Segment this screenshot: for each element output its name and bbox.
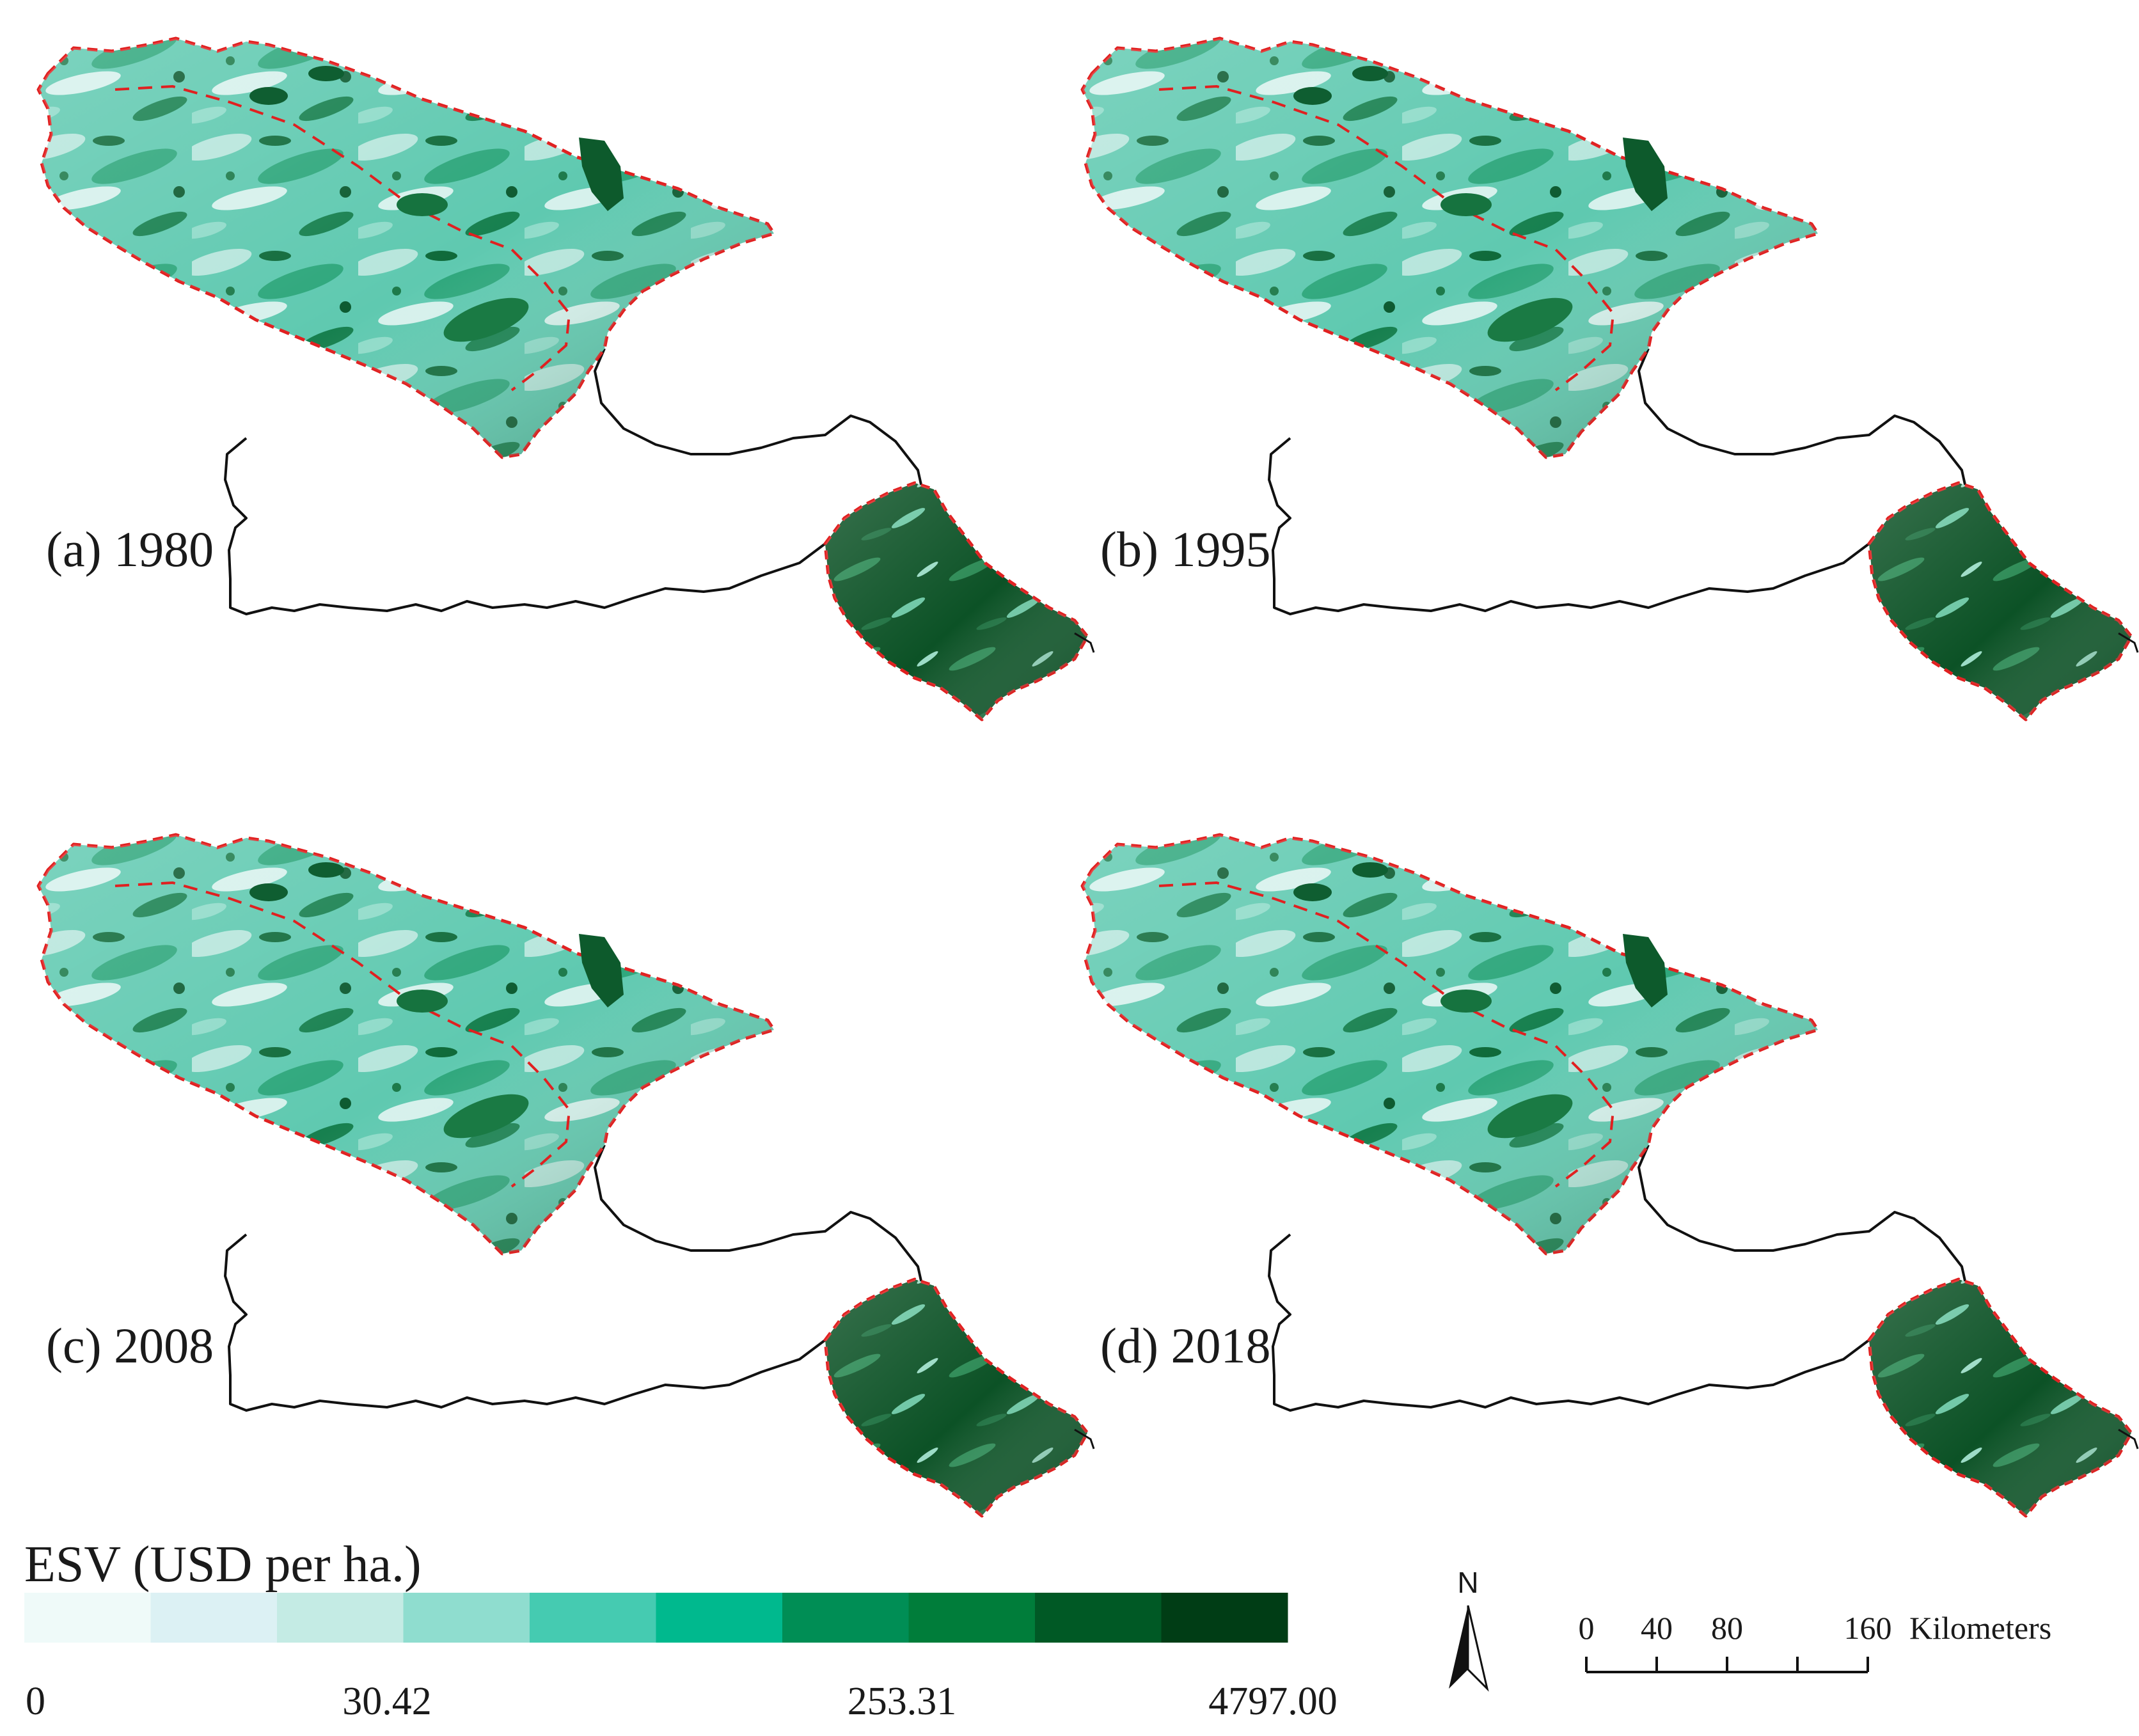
map-4 bbox=[1082, 835, 2138, 1516]
map-panel-1: (a) 1980 bbox=[38, 38, 1094, 720]
legend-swatch-8 bbox=[908, 1593, 1036, 1643]
scale-tick-label: 0 bbox=[1579, 1610, 1595, 1646]
north-arrow-icon: N bbox=[1449, 1566, 1489, 1692]
legend-tick-label: 4797.00 bbox=[1208, 1680, 1338, 1723]
legend: ESV (USD per ha.) 0 30.42 253.31 4797.00 bbox=[24, 1536, 1338, 1723]
panel-label: (c) 2008 bbox=[46, 1318, 214, 1373]
legend-tick-label: 30.42 bbox=[342, 1680, 432, 1723]
scale-unit: Kilometers bbox=[1909, 1610, 2051, 1646]
panel-label: (a) 1980 bbox=[46, 521, 214, 577]
legend-swatch-6 bbox=[656, 1593, 783, 1643]
map-panel-2: (b) 1995 bbox=[1082, 38, 2138, 720]
legend-swatch-2 bbox=[150, 1593, 278, 1643]
legend-swatch-5 bbox=[530, 1593, 656, 1643]
map-panel-3: (c) 2008 bbox=[38, 835, 1094, 1516]
map-3 bbox=[38, 835, 1094, 1516]
scale-tick-label: 160 bbox=[1844, 1610, 1892, 1646]
panel-label: (b) 1995 bbox=[1100, 521, 1270, 577]
legend-title: ESV (USD per ha.) bbox=[24, 1536, 422, 1593]
panel-label: (d) 2018 bbox=[1100, 1318, 1270, 1373]
legend-swatch-1 bbox=[24, 1593, 151, 1643]
scale-tick-label: 80 bbox=[1711, 1610, 1743, 1646]
legend-swatch-4 bbox=[403, 1593, 530, 1643]
legend-tick-labels: 0 30.42 253.31 4797.00 bbox=[26, 1680, 1338, 1723]
north-label: N bbox=[1457, 1566, 1478, 1599]
legend-swatch-9 bbox=[1035, 1593, 1162, 1643]
legend-tick-label: 253.31 bbox=[848, 1680, 957, 1723]
legend-color-bar bbox=[24, 1593, 1288, 1643]
map-2 bbox=[1082, 38, 2138, 720]
scale-tick-label: 40 bbox=[1641, 1610, 1673, 1646]
legend-tick-label: 0 bbox=[26, 1680, 45, 1723]
legend-swatch-7 bbox=[782, 1593, 909, 1643]
map-1 bbox=[38, 38, 1094, 720]
legend-swatch-10 bbox=[1161, 1593, 1288, 1643]
scale-bar: 0 40 80 160 Kilometers bbox=[1579, 1610, 2051, 1673]
map-panel-4: (d) 2018 bbox=[1082, 835, 2138, 1516]
legend-swatch-3 bbox=[277, 1593, 404, 1643]
